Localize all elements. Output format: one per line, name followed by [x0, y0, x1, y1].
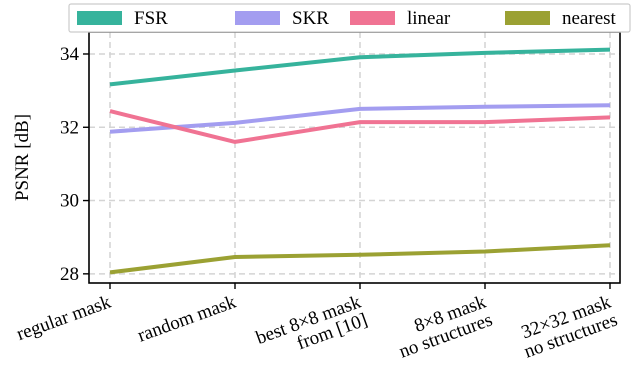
plot-frame	[88, 31, 621, 284]
grid-lines	[89, 32, 620, 283]
y-tick-label: 34	[60, 44, 80, 65]
y-tick-label: 30	[60, 191, 79, 212]
legend-swatch-FSR	[77, 11, 122, 25]
legend-label-FSR: FSR	[134, 8, 168, 29]
series-line-nearest	[109, 243, 611, 275]
y-tick-label: 32	[60, 117, 79, 138]
legend-swatch-linear	[350, 11, 395, 25]
series-lines	[109, 47, 611, 275]
x-tick-label: random mask	[135, 291, 239, 346]
y-axis-ticks: 28 30 32 34	[60, 44, 89, 285]
legend-box	[68, 3, 631, 33]
x-tick-label-line: regular mask	[14, 291, 114, 345]
legend: FSR SKR linear nearest	[68, 3, 631, 33]
x-axis-ticks: regular mask random mask best 8×8 maskfrom…	[14, 283, 621, 363]
legend-swatch-nearest	[505, 11, 550, 25]
y-tick-label: 28	[60, 264, 79, 285]
x-tick-label: regular mask	[14, 291, 114, 345]
legend-label-linear: linear	[407, 8, 451, 29]
legend-swatch-SKR	[235, 11, 280, 25]
y-axis-title: PSNR [dB]	[12, 114, 33, 201]
legend-label-SKR: SKR	[292, 8, 329, 29]
legend-label-nearest: nearest	[562, 8, 617, 29]
x-tick-label-line: random mask	[135, 291, 239, 346]
